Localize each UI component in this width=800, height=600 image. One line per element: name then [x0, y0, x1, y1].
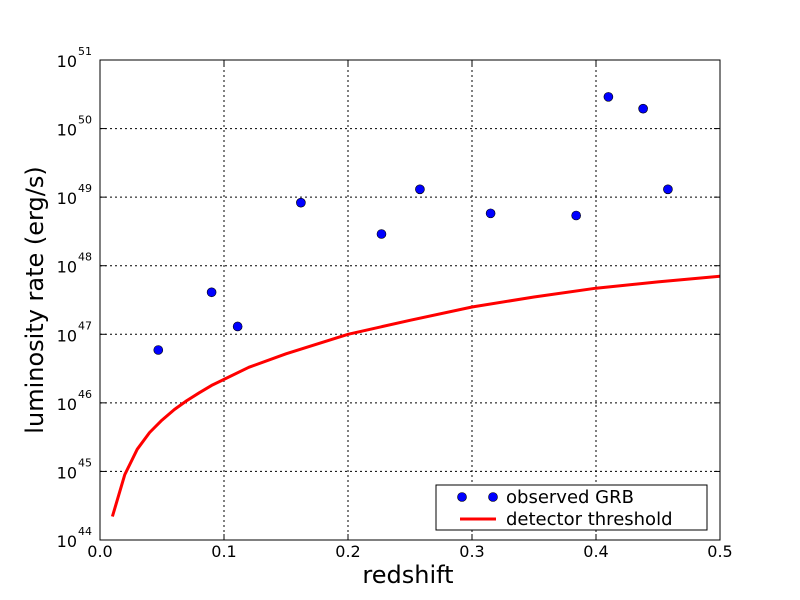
legend-label-observed-grb: observed GRB — [506, 487, 634, 508]
detector-threshold-series — [110, 274, 721, 517]
legend-marker-observed-grb-right — [488, 492, 498, 502]
x-tick-label: 0.2 — [335, 542, 360, 561]
y-tick-label-base: 10 — [57, 326, 77, 345]
observed-grb-point — [663, 184, 673, 195]
y-axis-label: luminosity rate (erg/s) — [21, 166, 49, 433]
legend-marker-observed-grb-left — [457, 492, 467, 502]
y-tick-label-base: 10 — [57, 258, 77, 277]
legend-label-detector-threshold: detector threshold — [506, 509, 673, 530]
observed-grb-point — [638, 103, 648, 114]
observed-grb-point — [571, 210, 581, 221]
observed-grb-point — [603, 92, 614, 102]
y-tick-label-exponent: 46 — [78, 388, 92, 401]
y-tick-label-exponent: 44 — [78, 525, 92, 538]
detector-threshold-line — [110, 274, 721, 517]
x-tick-label: 0.1 — [211, 542, 236, 561]
y-tick-label-base: 10 — [57, 463, 77, 482]
observed-grb-point — [376, 229, 387, 239]
x-tick-label: 0.4 — [583, 542, 608, 561]
observed-grb-point — [296, 197, 306, 208]
x-tick-label: 0.5 — [707, 542, 732, 561]
axis-ticks — [99, 59, 721, 541]
x-tick-label: 0.3 — [459, 542, 484, 561]
observed-grb-series — [153, 92, 673, 355]
observed-grb-point — [153, 345, 164, 355]
y-tick-label-exponent: 47 — [78, 319, 92, 332]
observed-grb-point — [415, 184, 425, 195]
plot-frame — [99, 59, 721, 541]
y-tick-label-base: 10 — [57, 395, 77, 414]
grid — [100, 60, 720, 540]
y-tick-label-base: 10 — [57, 52, 77, 71]
observed-grb-point — [206, 287, 217, 298]
legend: observed GRB detector threshold — [435, 484, 708, 531]
y-tick-label-base: 10 — [57, 121, 77, 140]
y-tick-label-exponent: 49 — [78, 182, 92, 195]
y-tick-label-exponent: 45 — [78, 456, 92, 469]
y-tick-label-base: 10 — [57, 189, 77, 208]
x-tick-label: 0.0 — [87, 542, 112, 561]
legend-box — [435, 484, 708, 531]
x-axis-label: redshift — [362, 561, 453, 589]
y-tick-label-base: 10 — [57, 532, 77, 551]
observed-grb-point — [232, 321, 243, 332]
x-tick-labels: 0.0 0.1 0.2 0.3 0.4 0.5 — [87, 542, 732, 561]
observed-grb-point — [485, 208, 496, 219]
y-tick-label-exponent: 50 — [78, 114, 92, 127]
y-tick-label-exponent: 48 — [78, 251, 92, 264]
y-tick-label-exponent: 51 — [78, 45, 92, 58]
